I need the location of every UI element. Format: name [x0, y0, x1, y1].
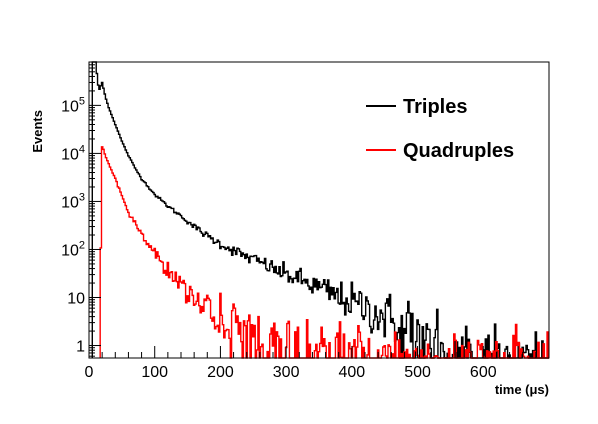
x-tick-label: 200: [207, 364, 234, 381]
plot-frame: [88, 61, 550, 359]
x-tick-label: 100: [141, 364, 168, 381]
legend-label-quadruples: Quadruples: [403, 140, 514, 162]
legend-label-triples: Triples: [403, 96, 467, 118]
x-tick-label: 500: [404, 364, 431, 381]
y-tick-label: 103: [61, 191, 85, 211]
x-tick-label: 300: [273, 364, 300, 381]
x-axis-label: time (μs): [495, 382, 549, 397]
y-tick-label: 105: [61, 95, 85, 115]
axes-layer: 0 100 200 300 400 500 600 1 10 102 103 104 105: [61, 61, 550, 381]
y-axis-label: Events: [30, 110, 45, 153]
y-tick-label: 102: [61, 239, 85, 259]
x-tick-label: 600: [470, 364, 497, 381]
y-tick-label: 104: [61, 143, 85, 163]
legend: Triples Quadruples: [366, 96, 514, 162]
y-tick-label: 1: [76, 339, 85, 356]
x-tick-label: 400: [339, 364, 366, 381]
y-tick-label: 10: [67, 290, 85, 307]
x-tick-label: 0: [85, 364, 94, 381]
